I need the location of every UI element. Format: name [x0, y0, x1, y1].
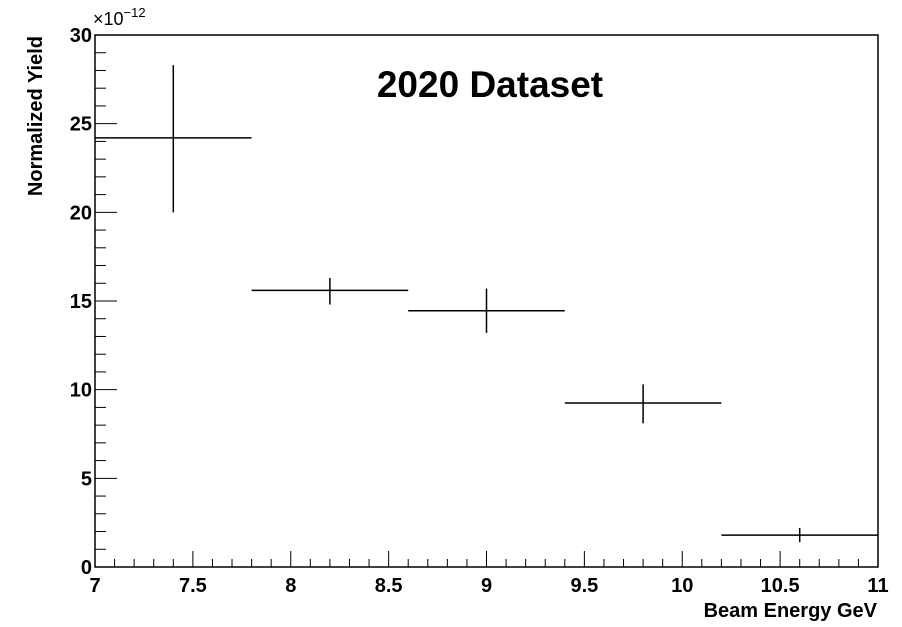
x-tick-label: 9: [481, 575, 492, 597]
x-tick-label: 7.5: [179, 575, 207, 597]
y-tick-label: 25: [70, 114, 92, 136]
y-tick-label: 15: [70, 291, 92, 313]
x-tick-label: 9.5: [570, 575, 598, 597]
y-tick-label: 0: [81, 557, 92, 579]
y-tick-label: 20: [70, 202, 92, 224]
x-axis-title: Beam Energy GeV: [704, 600, 878, 622]
y-tick-label: 30: [70, 25, 92, 47]
y-exponent-power: −12: [124, 5, 146, 20]
y-axis-tick-labels: 0 5 10 15 20 25 30: [70, 25, 92, 579]
x-axis-ticks: [94, 551, 879, 567]
x-tick-label: 7: [89, 575, 100, 597]
data-point: [95, 65, 252, 213]
x-tick-label: 10: [671, 575, 693, 597]
y-tick-label: 10: [70, 380, 92, 402]
x-tick-label: 11: [867, 575, 888, 597]
data-point: [721, 527, 878, 543]
x-tick-label: 10.5: [761, 575, 800, 597]
data-point: [564, 384, 722, 424]
x-axis-tick-labels: 7 7.5 8 8.5 9 9.5 10 10.5 11: [89, 575, 888, 597]
y-tick-label: 5: [81, 468, 92, 490]
data-point: [251, 277, 409, 305]
chart-annotation: 2020 Dataset: [377, 64, 603, 105]
y-exponent-label: ×10−12: [93, 5, 146, 29]
y-axis-title: Normalized Yield: [25, 36, 47, 196]
data-point: [408, 288, 565, 333]
x-tick-label: 8.5: [375, 575, 403, 597]
y-exponent-base: ×10: [93, 9, 124, 29]
x-tick-label: 8: [285, 575, 296, 597]
y-axis-ticks: [95, 34, 117, 568]
data-points: [95, 65, 878, 543]
